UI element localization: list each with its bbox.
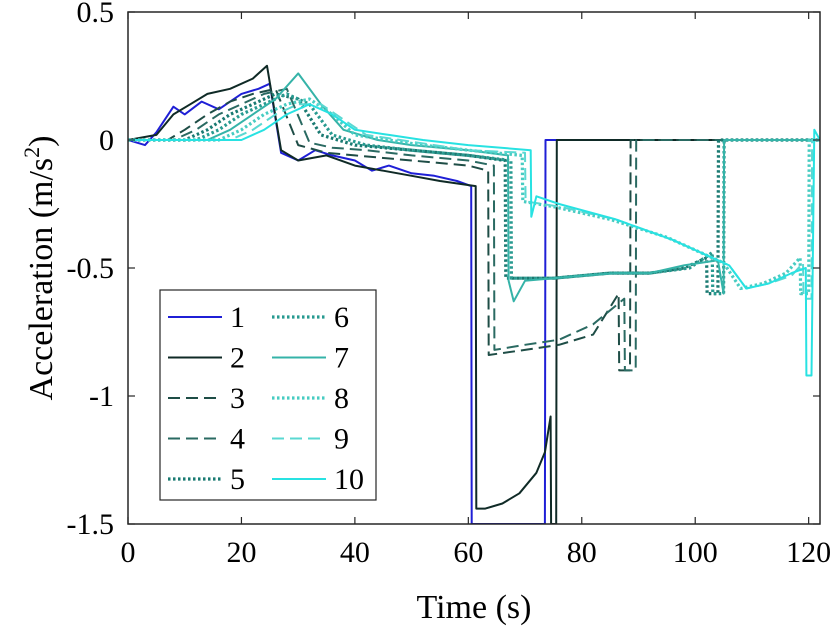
- x-tick-label: 100: [673, 536, 718, 569]
- x-tick-label: 20: [226, 536, 256, 569]
- y-tick-label: -0.5: [67, 252, 115, 285]
- series-line-5: [128, 92, 820, 296]
- legend-label-10: 10: [334, 463, 364, 496]
- legend-label-1: 1: [230, 301, 245, 334]
- legend-label-4: 4: [230, 423, 245, 456]
- legend-label-8: 8: [334, 382, 349, 415]
- legend-label-7: 7: [334, 342, 349, 375]
- legend: 1 2 3 4 5 6 7 8 9 10: [159, 289, 377, 501]
- x-tick-label: 80: [567, 536, 597, 569]
- legend-label-3: 3: [230, 382, 245, 415]
- legend-label-2: 2: [230, 342, 245, 375]
- y-tick-label: -1: [89, 380, 114, 413]
- x-axis-label: Time (s): [417, 589, 532, 626]
- series-line-7: [128, 72, 820, 303]
- y-tick-label: 0: [99, 124, 114, 157]
- x-tick-label: 60: [453, 536, 483, 569]
- y-axis-label-superscript: 2: [19, 147, 44, 158]
- series-line-2: [128, 64, 820, 524]
- series-line-10: [128, 103, 820, 377]
- series-line-4: [128, 87, 820, 372]
- y-tick-label: -1.5: [67, 508, 115, 541]
- x-tick-label: 120: [786, 536, 831, 569]
- legend-label-6: 6: [334, 301, 349, 334]
- y-axis-label-main: Acceleration (m/s: [23, 158, 60, 401]
- series-line-3: [128, 87, 820, 372]
- y-tick-label: 0.5: [77, 0, 115, 29]
- legend-label-5: 5: [230, 463, 245, 496]
- series-layer: [128, 64, 820, 524]
- y-axis-label: Acceleration (m/s2): [19, 136, 60, 401]
- legend-label-9: 9: [334, 423, 349, 456]
- legend-box: [159, 289, 377, 501]
- x-tick-label: 0: [121, 536, 136, 569]
- ticks-layer: 0 20 40 60 80 100 120 0.5 0 -0.5 -1 -1.5: [67, 0, 831, 569]
- y-axis-label-end: ): [23, 136, 60, 147]
- x-tick-label: 40: [340, 536, 370, 569]
